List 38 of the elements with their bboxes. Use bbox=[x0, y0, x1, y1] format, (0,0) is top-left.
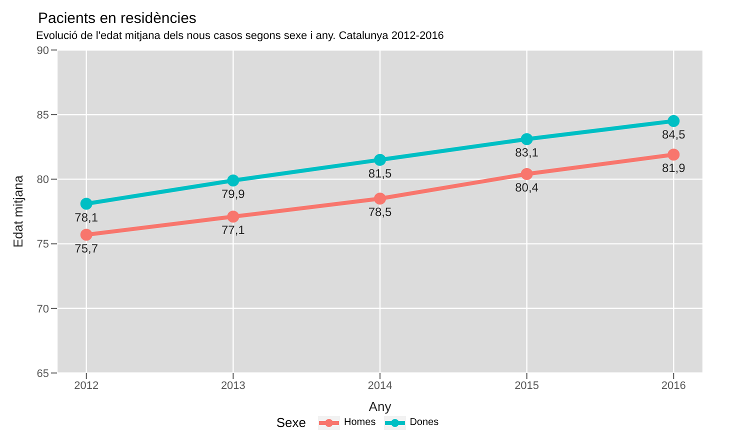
point bbox=[668, 115, 680, 128]
point bbox=[227, 210, 240, 223]
data-label: 81,5 bbox=[368, 166, 392, 180]
point bbox=[374, 154, 386, 166]
point bbox=[520, 168, 533, 180]
data-label: 78,5 bbox=[368, 205, 392, 220]
chart-subtitle: Evolució de l'edat mitjana dels nous casos segons sexe i any. Catalunya 2012-2016 bbox=[36, 30, 444, 42]
y-tick-label: 75 bbox=[36, 238, 49, 251]
y-tick-label: 90 bbox=[36, 44, 49, 57]
x-tick-label: 2013 bbox=[220, 380, 246, 392]
data-label: 81,9 bbox=[662, 161, 686, 176]
x-tick-label: 2014 bbox=[368, 380, 392, 392]
data-label: 83,1 bbox=[515, 146, 539, 160]
data-label: 79,9 bbox=[222, 187, 246, 202]
y-tick-label: 85 bbox=[36, 110, 49, 122]
point bbox=[227, 174, 240, 186]
legend-title: Sexe bbox=[276, 415, 306, 430]
y-tick-label: 70 bbox=[36, 303, 49, 316]
point bbox=[520, 133, 533, 146]
data-label: 84,5 bbox=[662, 128, 686, 142]
x-tick-label: 2015 bbox=[514, 380, 540, 392]
data-label: 77,1 bbox=[222, 223, 246, 238]
x-tick-label: 2012 bbox=[74, 380, 99, 392]
point bbox=[80, 228, 92, 241]
legend-label: Dones bbox=[408, 416, 439, 430]
data-label: 75,7 bbox=[74, 241, 98, 256]
data-label: 78,1 bbox=[74, 210, 98, 224]
point bbox=[374, 192, 386, 205]
x-tick-label: 2016 bbox=[661, 380, 686, 392]
chart-title: Pacients en residències bbox=[38, 10, 196, 27]
y-axis-title: Edat mitjana bbox=[10, 174, 26, 248]
x-axis-title: Any bbox=[368, 399, 392, 414]
point bbox=[668, 148, 680, 161]
data-label: 80,4 bbox=[515, 180, 539, 195]
y-tick-label: 65 bbox=[36, 368, 49, 380]
point bbox=[80, 198, 92, 210]
legend-label: Homes bbox=[343, 416, 376, 430]
y-tick-label: 80 bbox=[36, 174, 49, 186]
